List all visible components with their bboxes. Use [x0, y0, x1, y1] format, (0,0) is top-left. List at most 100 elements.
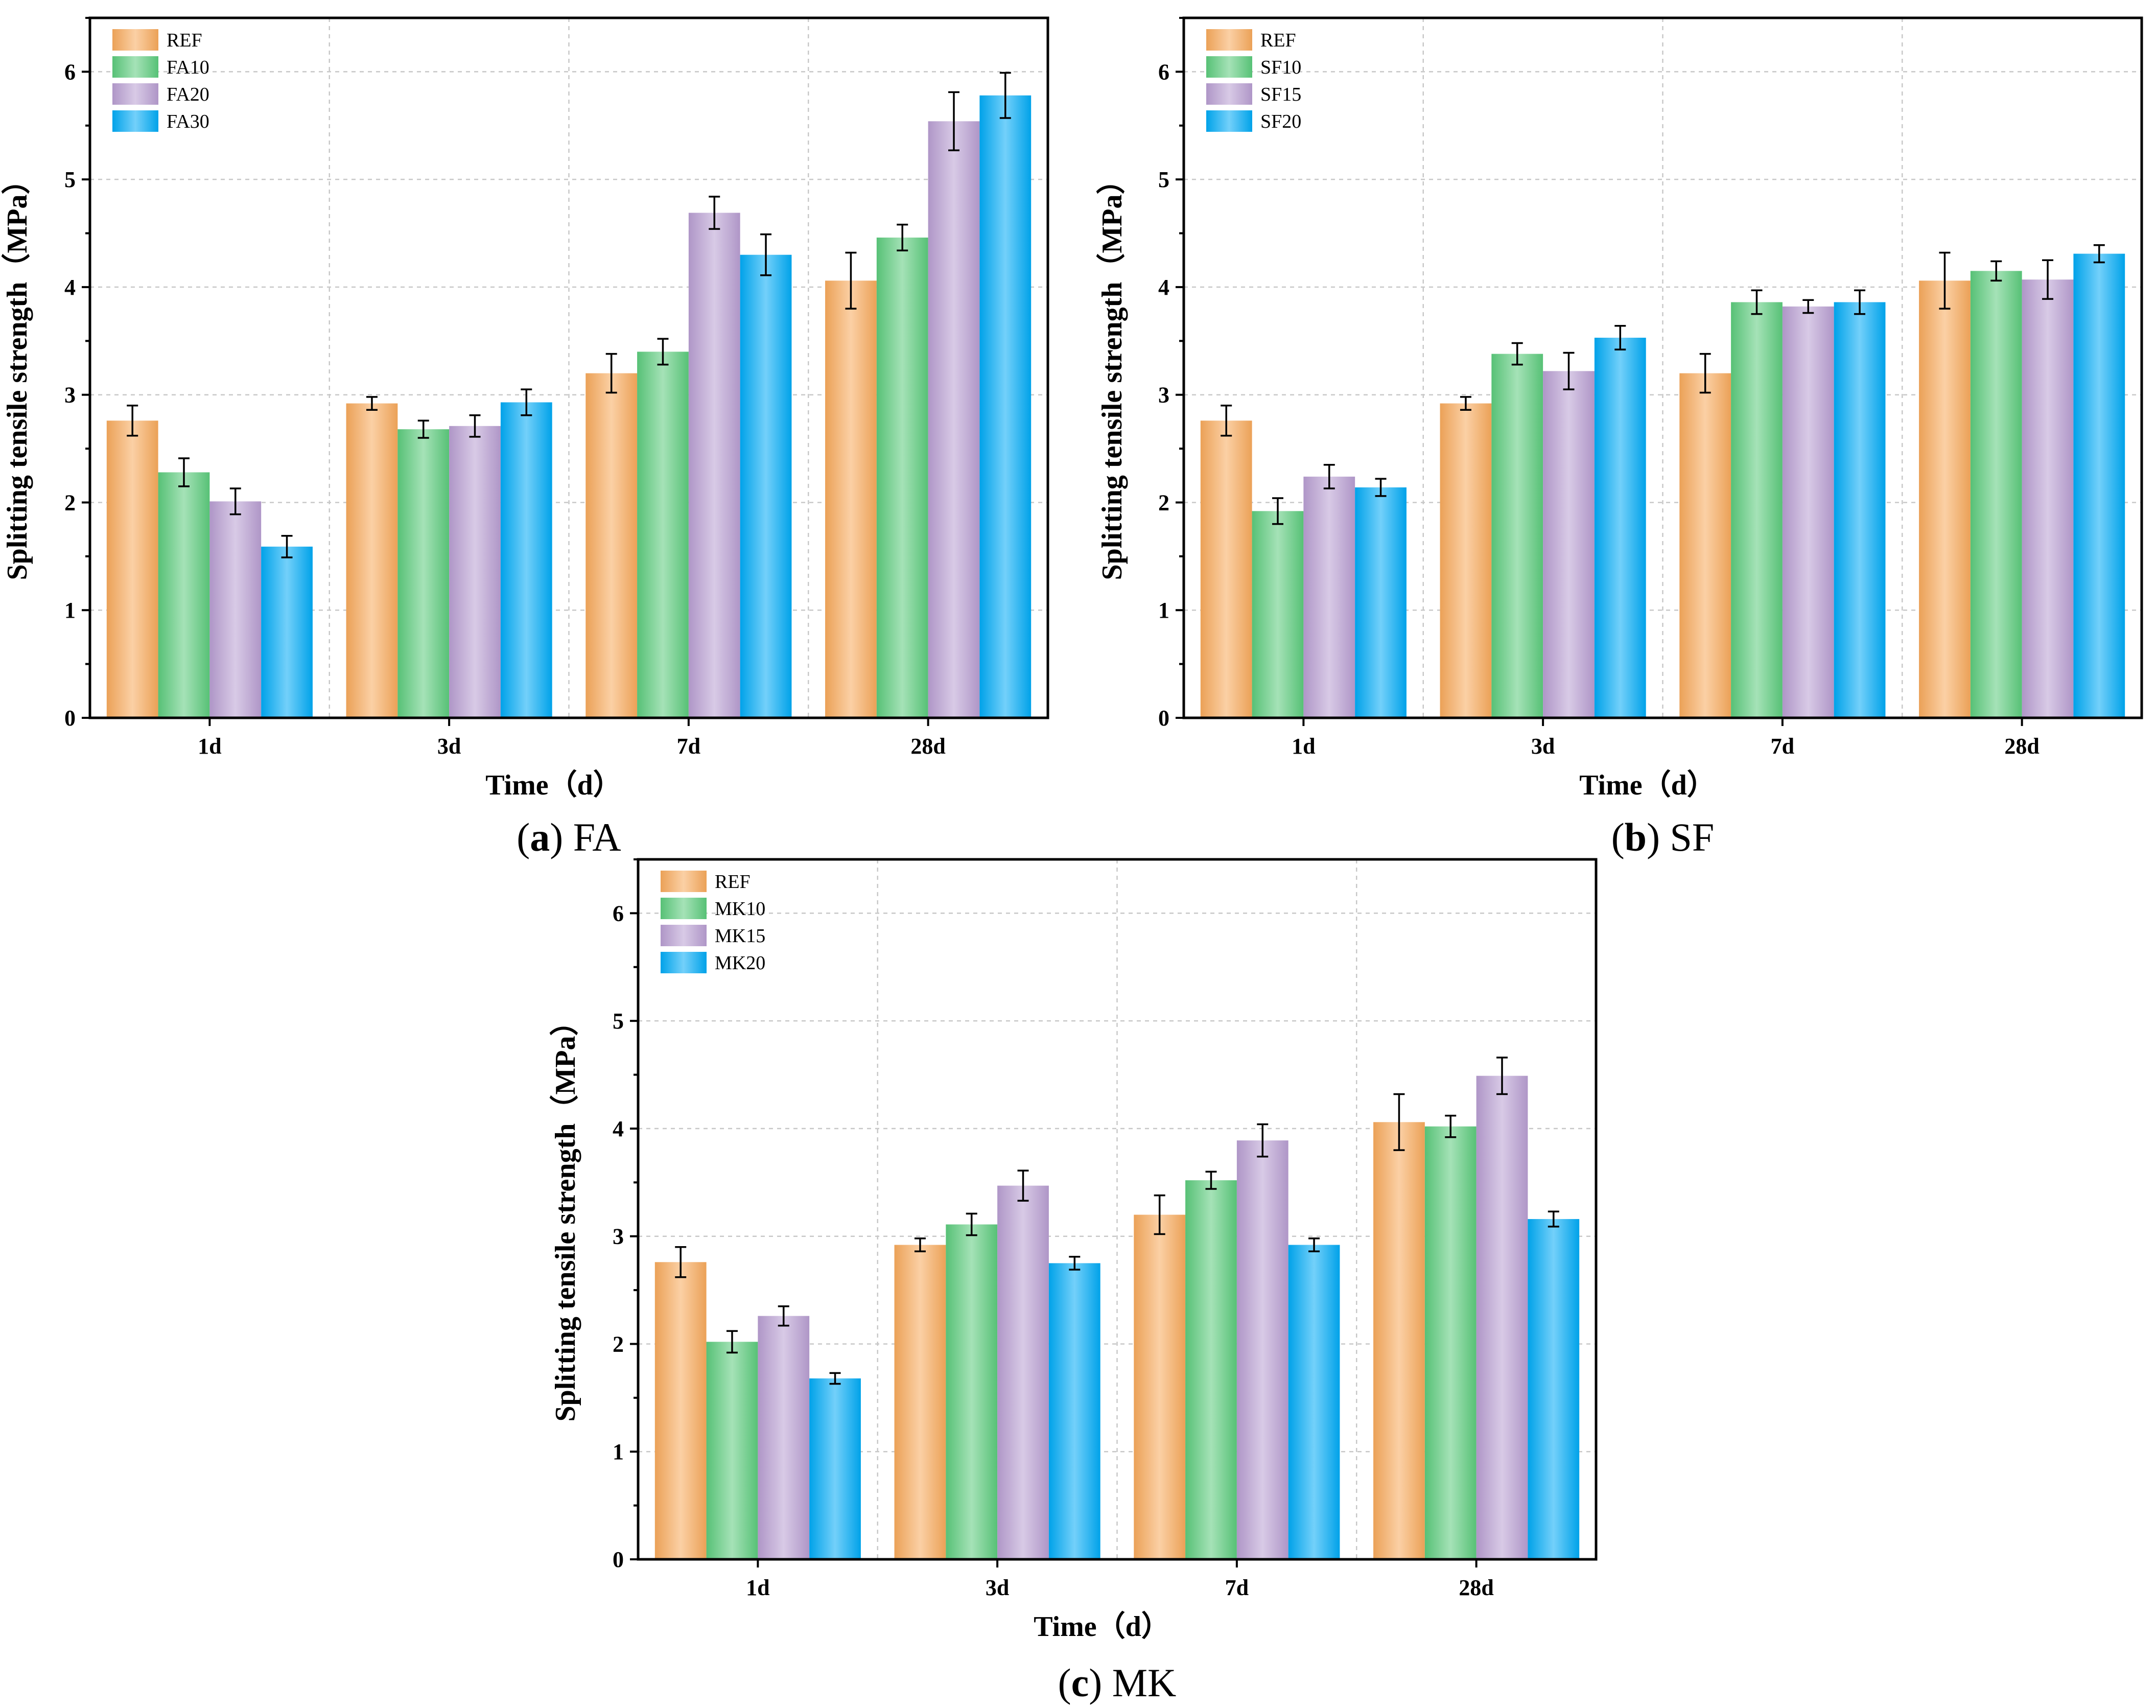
panel-a: 0 1 2 3 4 5 6 1d 3d 7d 28d Time（d） Splitting tensile…	[1, 16, 1049, 859]
legend-swatch-ref	[112, 29, 158, 51]
y-tick-label: 2	[1158, 490, 1169, 515]
x-tick-label: 28d	[1459, 1575, 1493, 1600]
y-tick-label: 4	[64, 275, 76, 300]
caption-paren-open: (	[517, 815, 530, 859]
x-tick-label: 1d	[1292, 734, 1315, 759]
error-bar-mk20-1d	[829, 1372, 841, 1385]
panel-caption: (a) FA	[517, 815, 621, 859]
x-tick-label: 1d	[746, 1575, 769, 1600]
y-tick-label: 6	[613, 901, 624, 926]
error-bar-fa20-28d	[948, 91, 960, 151]
error-bar-mk10-28d	[1445, 1114, 1457, 1138]
caption-text: FA	[563, 815, 621, 859]
bar-mk15-28d	[1476, 1075, 1528, 1559]
error-bar-ref-3d	[1460, 396, 1471, 411]
y-tick-label: 2	[64, 490, 76, 515]
legend-label-sf10: SF10	[1260, 57, 1301, 78]
y-axis-title: Splitting tensile strength（MPa）	[1096, 166, 1128, 580]
y-tick-label: 1	[613, 1439, 624, 1464]
y-tick-label: 0	[613, 1547, 624, 1572]
legend-label-mk20: MK20	[715, 952, 765, 974]
bar-fa10-3d	[397, 429, 450, 718]
error-bar-mk15-7d	[1257, 1123, 1269, 1158]
y-tick-label: 1	[64, 598, 76, 623]
y-tick-label: 5	[1158, 167, 1169, 192]
error-bar-ref-28d	[1939, 251, 1951, 310]
y-tick-label: 4	[1158, 275, 1169, 300]
bar-sf10-28d	[1970, 271, 2022, 718]
error-bar-sf20-1d	[1375, 478, 1387, 497]
x-tick-label: 3d	[986, 1575, 1009, 1600]
x-axis-title: Time（d）	[1579, 769, 1716, 801]
error-bar-sf15-1d	[1323, 463, 1335, 489]
bar-sf15-1d	[1303, 476, 1355, 718]
x-tick-label: 28d	[910, 734, 945, 759]
bar-mk20-7d	[1288, 1245, 1340, 1559]
y-tick-label: 5	[64, 167, 76, 192]
legend-label-sf15: SF15	[1260, 84, 1301, 105]
caption-paren-close: )	[1647, 815, 1660, 859]
error-bar-fa20-3d	[469, 414, 481, 438]
x-tick-label: 7d	[1771, 734, 1794, 759]
legend-swatch-ref	[661, 871, 707, 892]
error-bar-sf20-7d	[1854, 289, 1866, 315]
legend-label-fa10: FA10	[167, 57, 209, 78]
error-bar-fa10-1d	[178, 457, 190, 487]
bar-fa20-3d	[449, 426, 501, 718]
y-tick-label: 1	[1158, 598, 1169, 623]
legend-swatch-sf10	[1206, 56, 1252, 78]
bar-sf10-3d	[1491, 354, 1543, 718]
bar-sf20-7d	[1834, 302, 1886, 718]
error-bar-mk10-7d	[1205, 1171, 1217, 1190]
caption-paren-open: (	[1058, 1660, 1071, 1705]
bar-ref-7d	[585, 373, 638, 718]
bar-sf15-3d	[1543, 371, 1595, 718]
legend-swatch-sf15	[1206, 83, 1252, 105]
bar-mk10-28d	[1424, 1126, 1477, 1559]
legend-label-fa20: FA20	[167, 84, 209, 105]
legend-swatch-mk10	[661, 898, 707, 919]
x-tick-label: 3d	[1531, 734, 1555, 759]
x-tick-label: 3d	[437, 734, 461, 759]
error-bar-ref-7d	[1154, 1194, 1165, 1235]
y-tick-label: 2	[613, 1331, 624, 1356]
error-bar-ref-3d	[914, 1237, 926, 1252]
caption-paren-close: )	[1089, 1660, 1102, 1705]
bar-ref-1d	[1200, 420, 1252, 718]
error-bar-fa10-28d	[897, 223, 908, 252]
bar-ref-1d	[654, 1262, 707, 1559]
bar-sf10-1d	[1252, 511, 1304, 718]
error-bar-ref-3d	[366, 396, 378, 411]
panel-caption: (b) SF	[1611, 815, 1715, 859]
error-bar-mk10-1d	[726, 1330, 738, 1354]
bar-sf15-28d	[2022, 279, 2074, 718]
y-axis-title: Splitting tensile strength（MPa）	[549, 1008, 581, 1422]
error-bar-sf10-3d	[1511, 342, 1523, 366]
bar-fa10-1d	[158, 472, 210, 718]
bar-sf20-28d	[2073, 253, 2125, 718]
y-tick-label: 3	[64, 383, 76, 408]
legend-label-sf20: SF20	[1260, 111, 1301, 132]
bar-mk15-1d	[758, 1316, 810, 1559]
error-bar-fa30-7d	[760, 233, 772, 276]
legend-label-fa30: FA30	[167, 111, 209, 132]
legend-swatch-ref	[1206, 29, 1252, 51]
error-bar-fa20-1d	[229, 487, 241, 516]
bar-ref-28d	[1919, 280, 1971, 718]
bar-mk15-7d	[1236, 1140, 1288, 1559]
legend-swatch-mk15	[661, 925, 707, 946]
bar-fa30-28d	[979, 95, 1032, 718]
error-bar-ref-1d	[127, 405, 138, 437]
bar-fa10-7d	[637, 352, 689, 718]
legend: REF FA10 FA20 FA30	[112, 29, 209, 132]
caption-text: SF	[1660, 815, 1714, 859]
error-bar-ref-7d	[1699, 353, 1711, 394]
y-tick-label: 0	[1158, 706, 1169, 731]
error-bar-fa10-7d	[657, 338, 669, 366]
bar-mk20-3d	[1048, 1263, 1100, 1559]
bar-fa20-7d	[688, 213, 740, 718]
error-bar-fa20-7d	[709, 196, 720, 230]
bar-sf20-1d	[1355, 487, 1407, 718]
legend-label-ref: REF	[167, 30, 202, 51]
error-bar-fa30-3d	[521, 388, 532, 416]
